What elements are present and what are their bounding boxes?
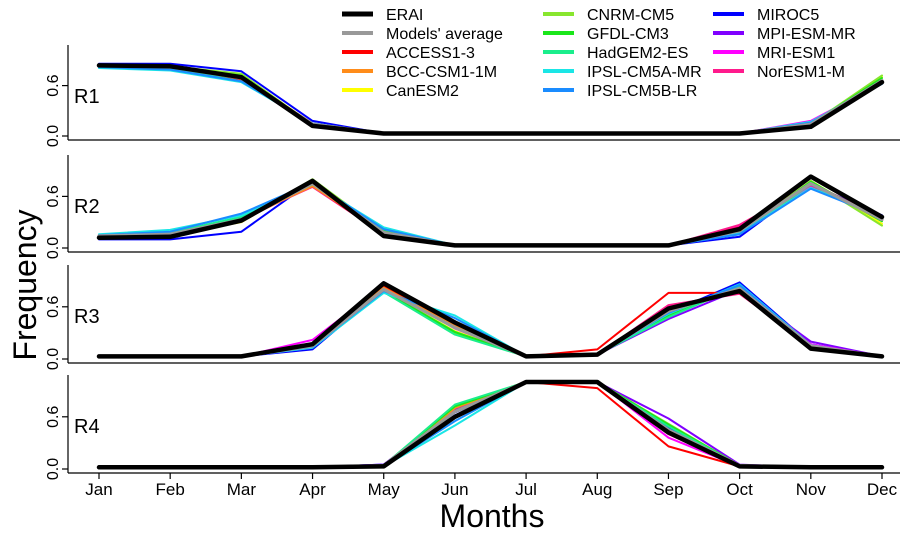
x-tick-label: Nov — [796, 480, 827, 499]
panel-label: R4 — [74, 416, 100, 438]
legend-label: CNRM-CM5 — [587, 7, 674, 24]
panel-label: R3 — [74, 306, 100, 328]
legend-item-hadgem2-es: HadGEM2-ES — [543, 45, 688, 62]
x-tick-label: Mar — [227, 480, 257, 499]
legend-label: MIROC5 — [757, 7, 819, 24]
legend-label: ERAI — [386, 7, 423, 24]
legend-item-canesm2: CanESM2 — [342, 83, 459, 100]
legend: ERAI Models' average ACCESS1-3 BCC-CSM1-1M C… — [342, 7, 856, 100]
legend-label: BCC-CSM1-1M — [386, 64, 497, 81]
x-axis: Jan Feb Mar Apr May Jun Jul Aug Sep Oct Nov Dec — [85, 473, 898, 499]
x-tick-label: Aug — [582, 480, 612, 499]
x-tick-label: Oct — [726, 480, 753, 499]
legend-item-mpi-esm-mr: MPI-ESM-MR — [713, 26, 856, 43]
legend-label: MRI-ESM1 — [757, 45, 835, 62]
legend-label: MPI-ESM-MR — [757, 26, 856, 43]
legend-label: CanESM2 — [386, 83, 459, 100]
panel-r3: 0.0 0.6 R3 — [45, 265, 900, 370]
y-axis-label: Frequency — [7, 209, 43, 360]
series-line-erai — [96, 379, 885, 470]
x-tick-label: Jun — [441, 480, 468, 499]
x-tick-label: Jul — [515, 480, 537, 499]
legend-item-gfdl-cm3: GFDL-CM3 — [543, 26, 669, 43]
x-axis-label: Months — [440, 498, 545, 534]
legend-label: GFDL-CM3 — [587, 26, 669, 43]
series-line-models-average — [97, 181, 884, 247]
legend-item-ipsl-cm5b-lr: IPSL-CM5B-LR — [543, 83, 697, 100]
y-tick-label: 0.6 — [45, 296, 62, 318]
panel-label: R1 — [74, 86, 100, 108]
legend-label: IPSL-CM5A-MR — [587, 64, 702, 81]
x-tick-label: Jan — [85, 480, 112, 499]
legend-item-ipsl-cm5a-mr: IPSL-CM5A-MR — [543, 64, 702, 81]
panel-r4: 0.0 0.6 R4 — [45, 375, 900, 480]
panel-r1: 0.0 0.6 R1 — [45, 45, 900, 147]
legend-label: ACCESS1-3 — [386, 45, 475, 62]
series-line-gfdl-cm3 — [98, 381, 883, 469]
series-line-erai — [96, 63, 885, 136]
series-line-hadgem2-es — [98, 284, 883, 358]
x-tick-label: Feb — [156, 480, 185, 499]
y-tick-label: 0.0 — [45, 348, 62, 370]
legend-item-noresm1-m: NorESM1-M — [713, 64, 845, 81]
legend-item-mri-esm1: MRI-ESM1 — [713, 45, 835, 62]
panels: 0.0 0.6 R1 0.0 0.6 R2 0.0 0.6 R3 0.0 0.6 R4 — [45, 45, 900, 480]
panel-label: R2 — [74, 196, 100, 218]
legend-label: Models' average — [386, 26, 503, 43]
x-tick-label: Apr — [299, 480, 326, 499]
legend-label: IPSL-CM5B-LR — [587, 83, 697, 100]
legend-item-access1-3: ACCESS1-3 — [342, 45, 475, 62]
series-line-erai — [96, 281, 885, 359]
y-tick-label: 0.6 — [45, 406, 62, 428]
x-tick-label: Sep — [653, 480, 683, 499]
x-tick-label: Dec — [867, 480, 898, 499]
y-tick-label: 0.6 — [45, 74, 62, 96]
y-tick-label: 0.0 — [45, 237, 62, 259]
y-tick-label: 0.0 — [45, 125, 62, 147]
legend-label: HadGEM2-ES — [587, 45, 688, 62]
legend-item-bcc-csm1-1m: BCC-CSM1-1M — [342, 64, 497, 81]
y-tick-label: 0.6 — [45, 185, 62, 207]
legend-item-models-average: Models' average — [342, 26, 503, 43]
legend-item-cnrm-cm5: CNRM-CM5 — [543, 7, 674, 24]
legend-item-miroc5: MIROC5 — [713, 7, 819, 24]
y-tick-label: 0.0 — [45, 458, 62, 480]
legend-label: NorESM1-M — [757, 64, 845, 81]
x-tick-label: May — [368, 480, 401, 499]
series-line-erai — [96, 174, 885, 248]
legend-item-erai: ERAI — [342, 7, 423, 24]
panel-r2: 0.0 0.6 R2 — [45, 155, 900, 259]
